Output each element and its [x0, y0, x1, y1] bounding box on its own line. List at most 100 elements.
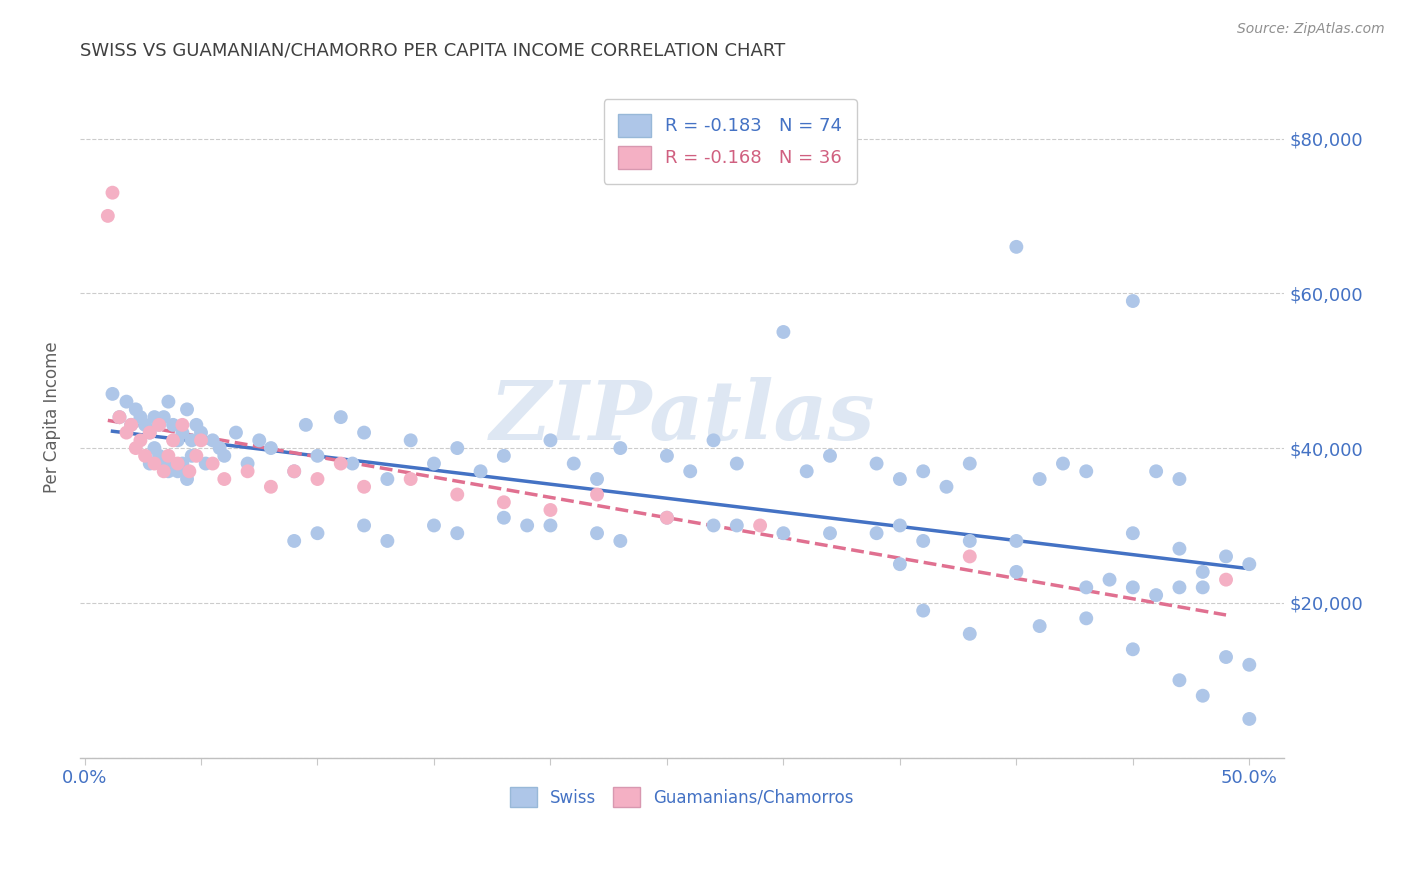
Point — [176, 402, 198, 417]
Point — [959, 627, 981, 641]
Point — [655, 449, 678, 463]
Point — [586, 472, 609, 486]
Point — [492, 495, 515, 509]
Point — [201, 457, 224, 471]
Point — [172, 457, 194, 471]
Point — [208, 441, 231, 455]
Point — [152, 410, 174, 425]
Point — [180, 434, 202, 448]
Point — [115, 425, 138, 440]
Point — [492, 510, 515, 524]
Point — [172, 425, 194, 440]
Point — [399, 472, 422, 486]
Point — [329, 410, 352, 425]
Point — [912, 533, 935, 548]
Point — [190, 434, 212, 448]
Point — [1028, 619, 1050, 633]
Point — [108, 410, 131, 425]
Point — [1144, 588, 1167, 602]
Point — [179, 464, 201, 478]
Point — [162, 457, 184, 471]
Point — [1239, 657, 1261, 672]
Point — [353, 425, 375, 440]
Point — [176, 472, 198, 486]
Point — [1005, 240, 1028, 254]
Point — [129, 410, 152, 425]
Point — [1168, 541, 1191, 556]
Point — [423, 518, 446, 533]
Point — [101, 387, 124, 401]
Point — [247, 434, 270, 448]
Point — [1239, 712, 1261, 726]
Point — [180, 449, 202, 463]
Point — [166, 434, 188, 448]
Point — [377, 472, 399, 486]
Point — [889, 518, 911, 533]
Point — [1239, 557, 1261, 571]
Point — [1005, 565, 1028, 579]
Point — [214, 449, 236, 463]
Point — [586, 487, 609, 501]
Point — [538, 518, 561, 533]
Point — [139, 457, 162, 471]
Point — [586, 526, 609, 541]
Point — [307, 526, 329, 541]
Point — [1076, 611, 1098, 625]
Point — [186, 449, 208, 463]
Point — [152, 457, 174, 471]
Point — [166, 457, 188, 471]
Point — [772, 325, 794, 339]
Point — [609, 441, 631, 455]
Point — [115, 394, 138, 409]
Point — [562, 457, 585, 471]
Point — [1122, 293, 1144, 308]
Point — [935, 480, 957, 494]
Point — [1122, 642, 1144, 657]
Point — [470, 464, 492, 478]
Point — [1191, 689, 1213, 703]
Point — [423, 457, 446, 471]
Point — [446, 487, 468, 501]
Point — [329, 457, 352, 471]
Point — [162, 434, 184, 448]
Point — [538, 503, 561, 517]
Point — [1168, 673, 1191, 688]
Point — [143, 457, 166, 471]
Point — [120, 417, 142, 432]
Point — [283, 464, 305, 478]
Point — [1215, 650, 1237, 665]
Point — [818, 449, 841, 463]
Point — [377, 533, 399, 548]
Point — [353, 480, 375, 494]
Point — [889, 472, 911, 486]
Point — [283, 533, 305, 548]
Point — [1215, 573, 1237, 587]
Point — [148, 449, 170, 463]
Point — [236, 457, 259, 471]
Point — [912, 464, 935, 478]
Point — [1076, 580, 1098, 594]
Point — [1191, 565, 1213, 579]
Point — [399, 434, 422, 448]
Point — [818, 526, 841, 541]
Point — [725, 457, 748, 471]
Point — [702, 434, 724, 448]
Point — [139, 425, 162, 440]
Point — [446, 441, 468, 455]
Point — [538, 434, 561, 448]
Legend: Swiss, Guamanians/Chamorros: Swiss, Guamanians/Chamorros — [503, 780, 860, 814]
Point — [655, 510, 678, 524]
Point — [148, 417, 170, 432]
Point — [1215, 549, 1237, 564]
Point — [186, 417, 208, 432]
Point — [139, 425, 162, 440]
Point — [162, 417, 184, 432]
Point — [865, 457, 887, 471]
Point — [865, 526, 887, 541]
Point — [1028, 472, 1050, 486]
Point — [194, 457, 217, 471]
Point — [125, 402, 148, 417]
Point — [959, 533, 981, 548]
Point — [912, 604, 935, 618]
Point — [129, 434, 152, 448]
